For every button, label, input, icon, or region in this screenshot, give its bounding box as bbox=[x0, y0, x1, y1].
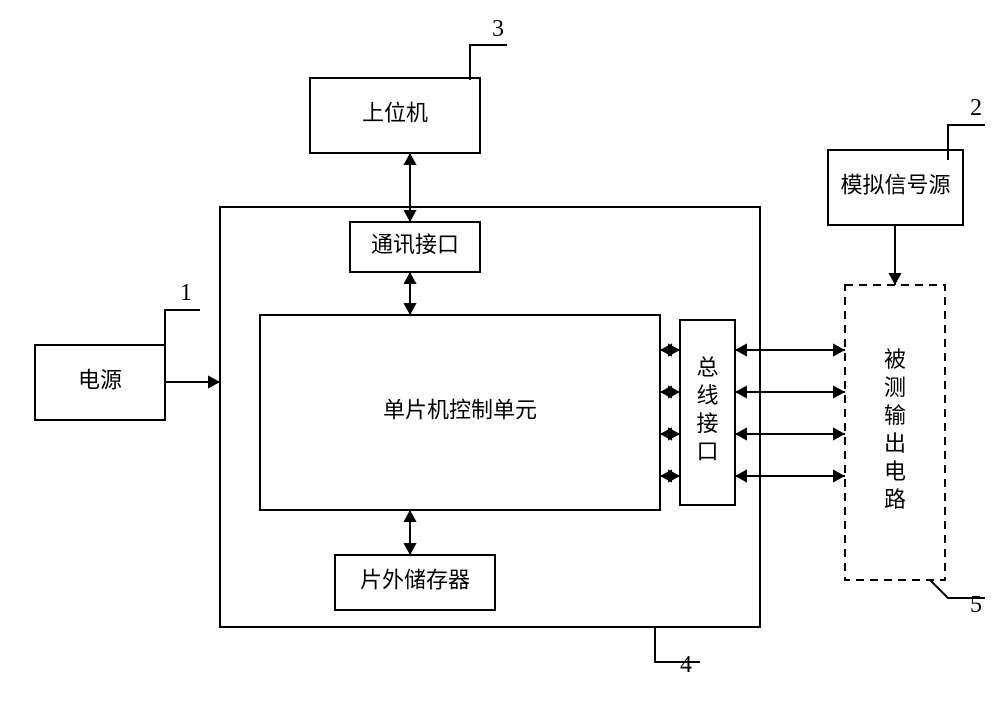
callout-n2-number: 2 bbox=[970, 95, 982, 121]
host-box-label: 上位机 bbox=[362, 101, 428, 126]
mcu-box-label: 单片机控制单元 bbox=[383, 398, 537, 423]
power-box-label: 电源 bbox=[78, 368, 122, 393]
storage-box-label: 片外储存器 bbox=[360, 568, 470, 593]
callout-n3-number: 3 bbox=[492, 16, 504, 42]
comm-box-label: 通讯接口 bbox=[371, 232, 459, 257]
callout-n5-number: 5 bbox=[970, 592, 982, 618]
signal-box-label: 模拟信号源 bbox=[840, 173, 950, 198]
callout-n4-number: 4 bbox=[680, 652, 692, 678]
callout-n1-number: 1 bbox=[180, 280, 192, 306]
